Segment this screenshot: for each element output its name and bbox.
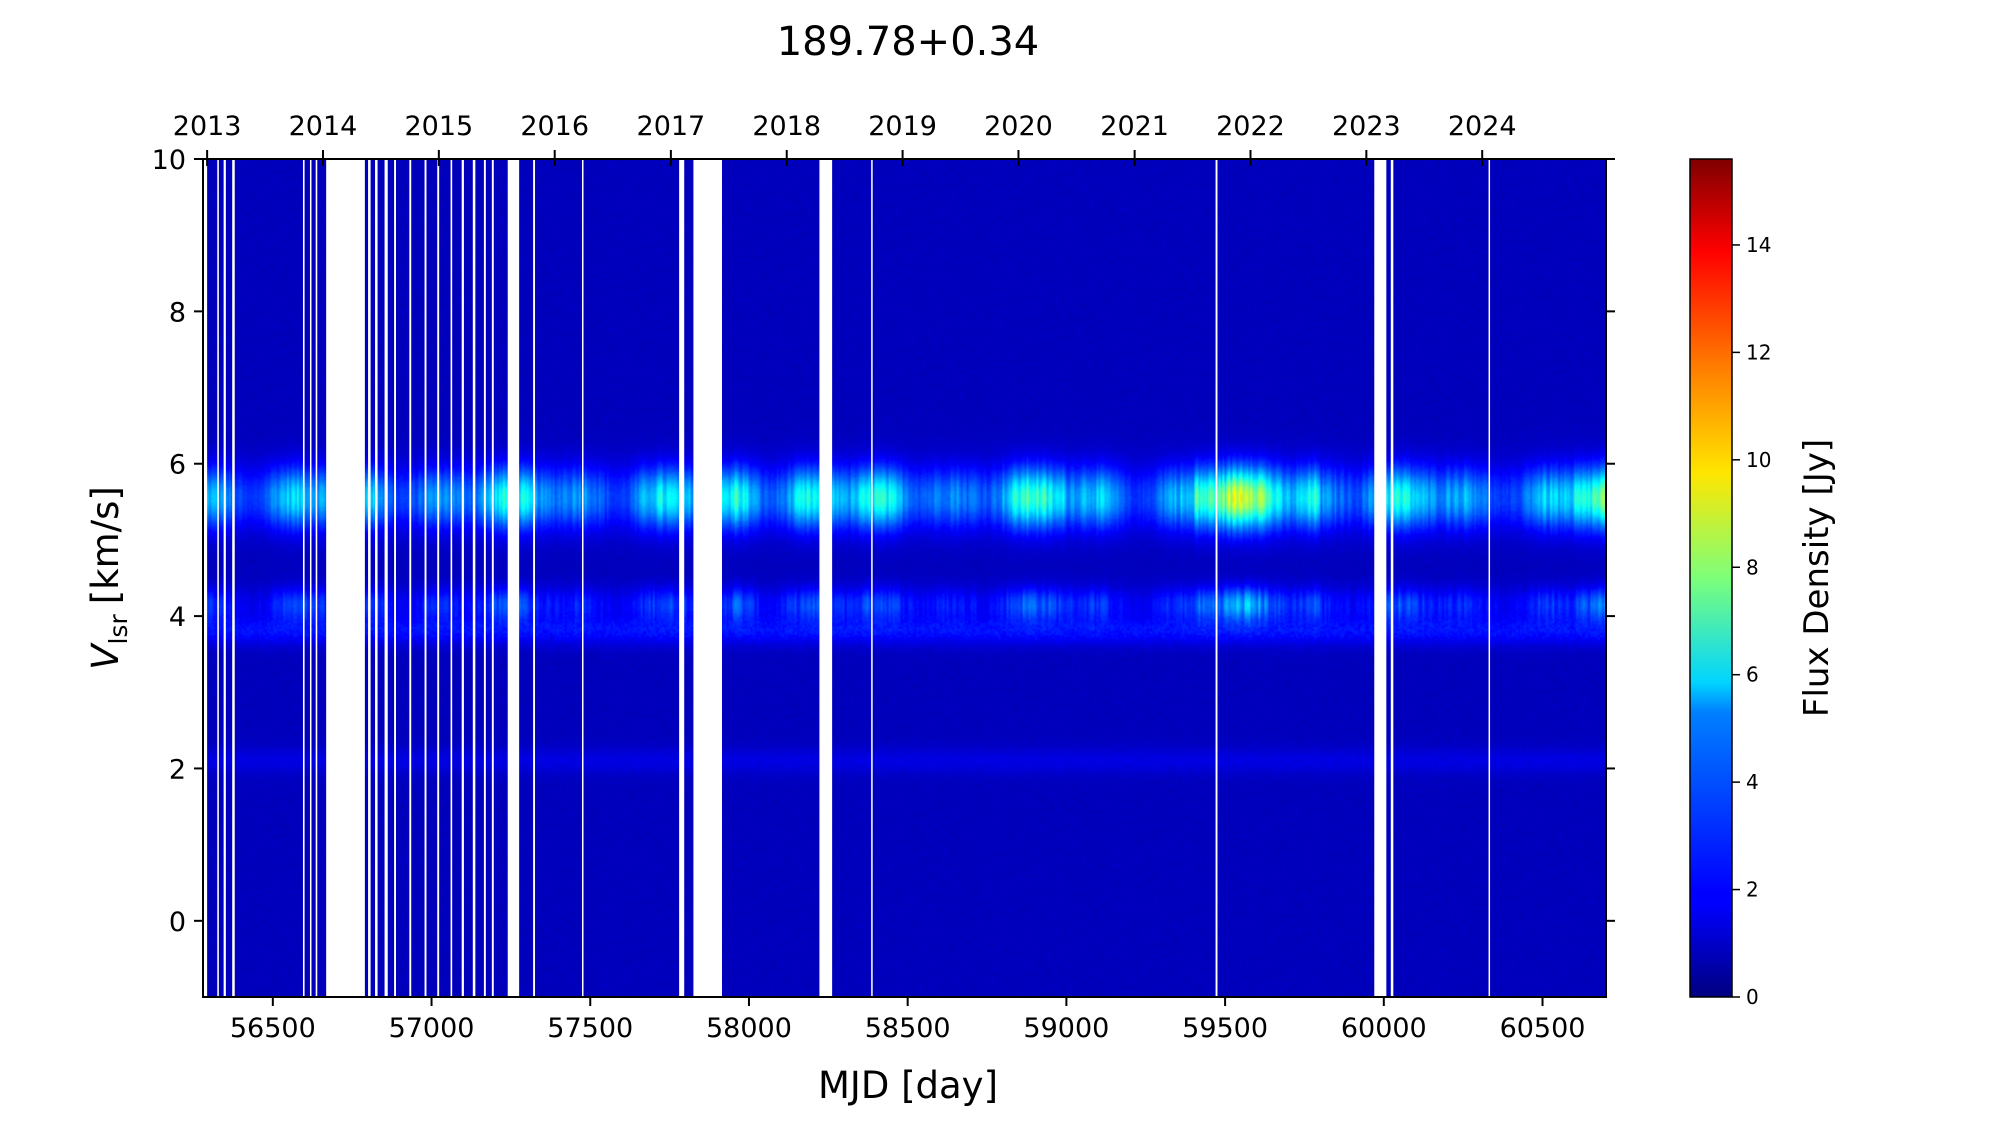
x-axis-label: MJD [day]	[818, 1064, 998, 1107]
data-gap	[582, 159, 584, 997]
plot-area	[202, 158, 1607, 998]
year-tick-label: 2013	[173, 111, 242, 142]
data-gap	[424, 159, 427, 997]
x-tick-label: 59500	[1182, 1013, 1268, 1044]
data-gap	[232, 159, 235, 997]
x-tick-label: 57500	[547, 1013, 633, 1044]
y-axis-label-symbol: V	[84, 642, 127, 670]
year-tick-label: 2014	[289, 111, 358, 142]
x-tick-label: 60000	[1341, 1013, 1427, 1044]
x-tick-label: 59000	[1023, 1013, 1109, 1044]
x-axis-top-years: 2013 2014 2015 2016 2017 2018 2019 2020 2021 2022…	[173, 111, 1517, 166]
x-axis-bottom: 56500 57000 57500 58000 58500 59000 59500 60000…	[230, 997, 1586, 1044]
data-gap	[819, 159, 833, 997]
data-gap	[679, 159, 685, 997]
x-tick-label: 58500	[865, 1013, 951, 1044]
data-gap	[368, 159, 371, 997]
data-gap	[450, 159, 453, 997]
colorbar-tick-label: 2	[1746, 878, 1759, 902]
data-gap	[326, 159, 365, 997]
heatmap-raster	[203, 159, 1606, 997]
y-tick-label: 0	[169, 907, 186, 938]
data-gap	[437, 159, 440, 997]
data-gap	[871, 159, 873, 997]
data-gap	[203, 159, 208, 997]
data-gap	[507, 159, 520, 997]
data-gap	[472, 159, 476, 997]
colorbar-tick-label: 14	[1746, 233, 1771, 257]
year-tick-label: 2016	[520, 111, 589, 142]
chart-title: 189.78+0.34	[777, 19, 1040, 65]
data-gaps	[203, 159, 1491, 997]
year-tick-label: 2018	[752, 111, 821, 142]
data-gap	[693, 159, 722, 997]
year-tick-label: 2015	[404, 111, 473, 142]
y-axis-label-unit: [km/s]	[84, 486, 127, 604]
colorbar-tick-label: 4	[1746, 770, 1759, 794]
data-gap	[302, 159, 305, 997]
y-axis-left: 0 2 4 6 8 10	[152, 145, 1615, 938]
y-axis-label-subscript: lsr	[104, 614, 133, 645]
year-tick-label: 2024	[1448, 111, 1517, 142]
data-gap	[483, 159, 486, 997]
data-gap	[1215, 159, 1218, 997]
data-gap	[533, 159, 536, 997]
y-tick-label: 10	[152, 145, 186, 176]
data-gap	[384, 159, 388, 997]
x-tick-label: 57000	[389, 1013, 475, 1044]
colorbar: 0 2 4 6 8 10 12 14 Flux Density [Jy]	[1689, 158, 1837, 1009]
data-gap	[409, 159, 412, 997]
data-gap	[491, 159, 494, 997]
y-tick-label: 8	[169, 297, 186, 328]
y-tick-label: 4	[169, 602, 186, 633]
data-gap	[1488, 159, 1491, 997]
data-gap	[309, 159, 312, 997]
year-tick-label: 2017	[637, 111, 706, 142]
data-gap	[315, 159, 318, 997]
y-tick-label: 6	[169, 450, 186, 481]
data-gap	[217, 159, 219, 997]
colorbar-ticks: 0 2 4 6 8 10 12 14	[1732, 233, 1771, 1009]
year-tick-label: 2019	[868, 111, 937, 142]
data-gap	[1390, 159, 1394, 997]
colorbar-label: Flux Density [Jy]	[1797, 439, 1837, 717]
x-tick-label: 58000	[706, 1013, 792, 1044]
year-tick-label: 2022	[1216, 111, 1285, 142]
colorbar-tick-label: 10	[1746, 448, 1771, 472]
x-tick-label: 60500	[1500, 1013, 1586, 1044]
colorbar-gradient	[1689, 158, 1733, 998]
colorbar-tick-label: 8	[1746, 555, 1759, 579]
year-tick-label: 2020	[984, 111, 1053, 142]
data-gap	[461, 159, 464, 997]
data-gap	[375, 159, 378, 997]
year-tick-label: 2021	[1100, 111, 1169, 142]
colorbar-tick-label: 6	[1746, 663, 1759, 687]
data-gap	[1374, 159, 1387, 997]
y-tick-label: 2	[169, 754, 186, 785]
x-tick-label: 56500	[230, 1013, 316, 1044]
colorbar-tick-label: 12	[1746, 340, 1771, 364]
plot-frame	[202, 158, 1607, 998]
y-axis-label: Vlsr [km/s]	[84, 486, 133, 670]
data-gap	[223, 159, 226, 997]
year-tick-label: 2023	[1332, 111, 1401, 142]
colorbar-tick-label: 0	[1746, 985, 1759, 1009]
data-gap	[394, 159, 396, 997]
